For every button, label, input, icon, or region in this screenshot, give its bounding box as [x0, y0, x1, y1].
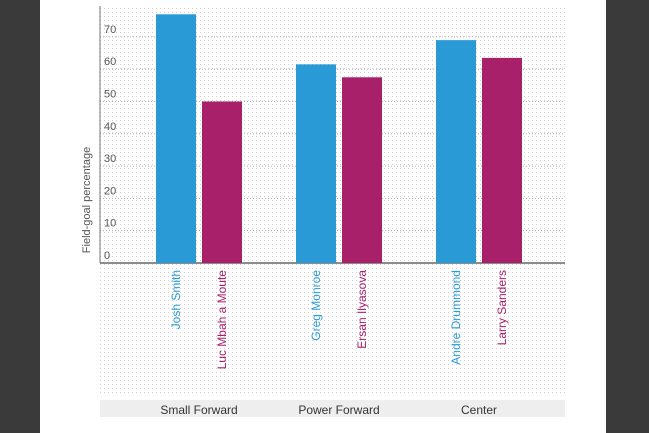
bar-label: Ersan Ilyasova [355, 270, 369, 349]
y-tick-label: 40 [104, 121, 116, 133]
y-axis-label: Field-goal percentage [81, 146, 93, 254]
bar [436, 40, 476, 263]
y-tick-label: 10 [104, 218, 116, 230]
y-tick-label: 70 [104, 24, 116, 36]
bar [342, 77, 382, 264]
y-tick-label: 30 [104, 153, 116, 165]
bar-label: Luc Mbah a Moute [215, 270, 229, 370]
bar [482, 57, 522, 263]
y-tick-label: 20 [104, 185, 116, 197]
bar [156, 14, 196, 264]
y-tick-label: 0 [104, 250, 110, 262]
y-tick-label: 60 [104, 56, 116, 68]
y-tick-label: 50 [104, 89, 116, 101]
bar-label: Larry Sanders [495, 270, 509, 345]
bar-label: Greg Monroe [309, 270, 323, 341]
category-strip [100, 400, 565, 417]
bar-label: Andre Drummond [449, 270, 463, 365]
bar-label: Josh Smith [169, 270, 183, 329]
category-label: Small Forward [160, 403, 237, 417]
category-label: Center [461, 403, 497, 417]
category-label: Power Forward [298, 403, 379, 417]
bar [202, 101, 242, 263]
bar [296, 64, 336, 263]
